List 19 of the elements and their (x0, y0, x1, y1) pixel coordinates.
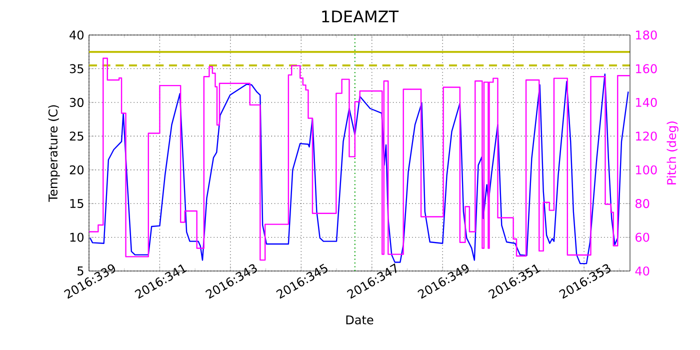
y2-tick-label: 140 (636, 98, 657, 107)
y2-tick-label: 40 (635, 266, 650, 276)
y-axis-title: Temperature (C) (48, 105, 60, 202)
x-axis-title: Date (346, 315, 374, 324)
y2-tick-label: 60 (636, 232, 650, 242)
y2-tick-label: 160 (636, 64, 657, 74)
y2-tick-label: 120 (636, 132, 657, 141)
y2-tick-label: 80 (636, 199, 650, 208)
y-tick-label: 20 (70, 165, 84, 174)
y2-tick-label: 100 (636, 165, 657, 174)
chart-title: 1DEAMZT (322, 10, 399, 22)
y-tick-label: 40 (70, 30, 84, 40)
y2-tick-label: 180 (636, 30, 657, 40)
y-tick-label: 10 (70, 232, 84, 242)
y-tick-label: 25 (70, 132, 84, 141)
y-tick-label: 15 (70, 199, 84, 208)
y-tick-label: 35 (70, 64, 84, 74)
y2-axis-title: Pitch (deg) (666, 122, 678, 184)
y-tick-label: 30 (70, 98, 84, 107)
